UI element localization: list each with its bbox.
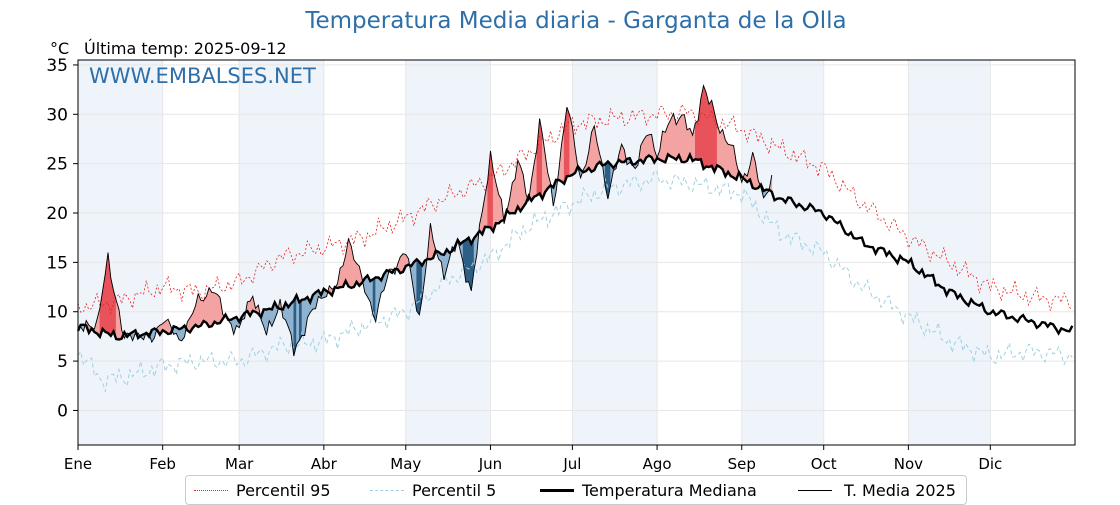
x-tick-label: Dic — [978, 455, 1002, 473]
anomaly-fill — [648, 134, 652, 158]
x-tick-label: Oct — [811, 455, 837, 473]
series-line-2025 — [77, 83, 773, 357]
legend-swatch-p95 — [194, 490, 228, 491]
anomaly-fill — [708, 99, 713, 168]
anomaly-fill — [217, 293, 221, 324]
y-tick-label: 5 — [57, 352, 68, 372]
legend-item-median: Temperatura Mediana — [536, 480, 786, 500]
anomaly-fill — [675, 119, 680, 161]
anomaly-fill — [348, 238, 352, 289]
anomaly-fill — [511, 178, 516, 214]
anomaly-fill — [301, 298, 306, 336]
legend-item-2025: T. Media 2025 — [798, 480, 966, 500]
x-tick-label: Sep — [728, 455, 756, 473]
x-tick-label: Feb — [149, 455, 176, 473]
y-tick-label: 25 — [46, 155, 68, 175]
legend-swatch-median — [540, 489, 574, 492]
x-tick-label: Jul — [562, 455, 581, 473]
anomaly-fill — [703, 85, 707, 170]
legend-label-p95: Percentil 95 — [236, 481, 331, 500]
series-line-p5 — [77, 169, 1073, 392]
x-tick-label: Ago — [643, 455, 672, 473]
month-band — [908, 60, 991, 445]
x-tick-label: May — [390, 455, 421, 473]
anomaly-fill — [465, 237, 469, 283]
x-tick-label: Ene — [64, 455, 92, 473]
anomaly-fill — [662, 130, 666, 163]
y-unit-label: °C — [50, 39, 70, 58]
legend-label-median: Temperatura Mediana — [582, 481, 757, 500]
anomaly-fill — [730, 144, 734, 179]
anomaly-fill — [645, 134, 650, 159]
anomaly-fill — [339, 265, 344, 288]
legend-swatch-p5 — [370, 490, 404, 491]
legend-label-p5: Percentil 5 — [412, 481, 497, 500]
legend-item-p5: Percentil 5 — [366, 480, 526, 500]
month-band — [572, 60, 658, 445]
y-tick-label: 10 — [46, 303, 68, 323]
anomaly-fill — [214, 292, 218, 325]
legend-swatch-2025 — [798, 490, 832, 491]
anomaly-fill — [566, 107, 571, 177]
series-line-p95 — [77, 103, 1073, 315]
y-tick-label: 30 — [46, 105, 68, 125]
x-tick-label: Nov — [894, 455, 923, 473]
anomaly-fill — [531, 163, 535, 202]
month-band — [741, 60, 824, 445]
legend-item-p95: Percentil 95 — [190, 480, 360, 500]
series-line-median — [76, 151, 1074, 341]
month-band — [78, 60, 163, 445]
anomaly-fill — [517, 160, 521, 213]
watermark-text: WWW.EMBALSES.NET — [89, 64, 316, 88]
y-tick-label: 0 — [57, 401, 68, 421]
anomaly-fill — [681, 114, 685, 163]
chart-title: Temperatura Media diaria - Garganta de l… — [305, 8, 847, 34]
x-tick-label: Mar — [225, 455, 254, 473]
y-tick-label: 15 — [46, 253, 68, 273]
legend-label-2025: T. Media 2025 — [844, 481, 956, 500]
x-tick-label: Jun — [478, 455, 502, 473]
last-temp-label: Última temp: 2025-09-12 — [84, 39, 287, 58]
y-tick-label: 35 — [46, 56, 68, 76]
x-tick-label: Abr — [311, 455, 338, 473]
plot-frame — [77, 59, 1076, 446]
anomaly-fill — [591, 125, 595, 173]
month-band — [239, 60, 324, 445]
legend: Percentil 95 Percentil 5 Temperatura Med… — [185, 475, 967, 505]
anomaly-fill — [719, 128, 723, 170]
y-tick-label: 20 — [46, 204, 68, 224]
anomaly-fill — [208, 286, 213, 328]
anomaly-fill — [416, 258, 420, 316]
anomaly-fill — [694, 120, 699, 161]
anomaly-fill — [670, 113, 674, 159]
